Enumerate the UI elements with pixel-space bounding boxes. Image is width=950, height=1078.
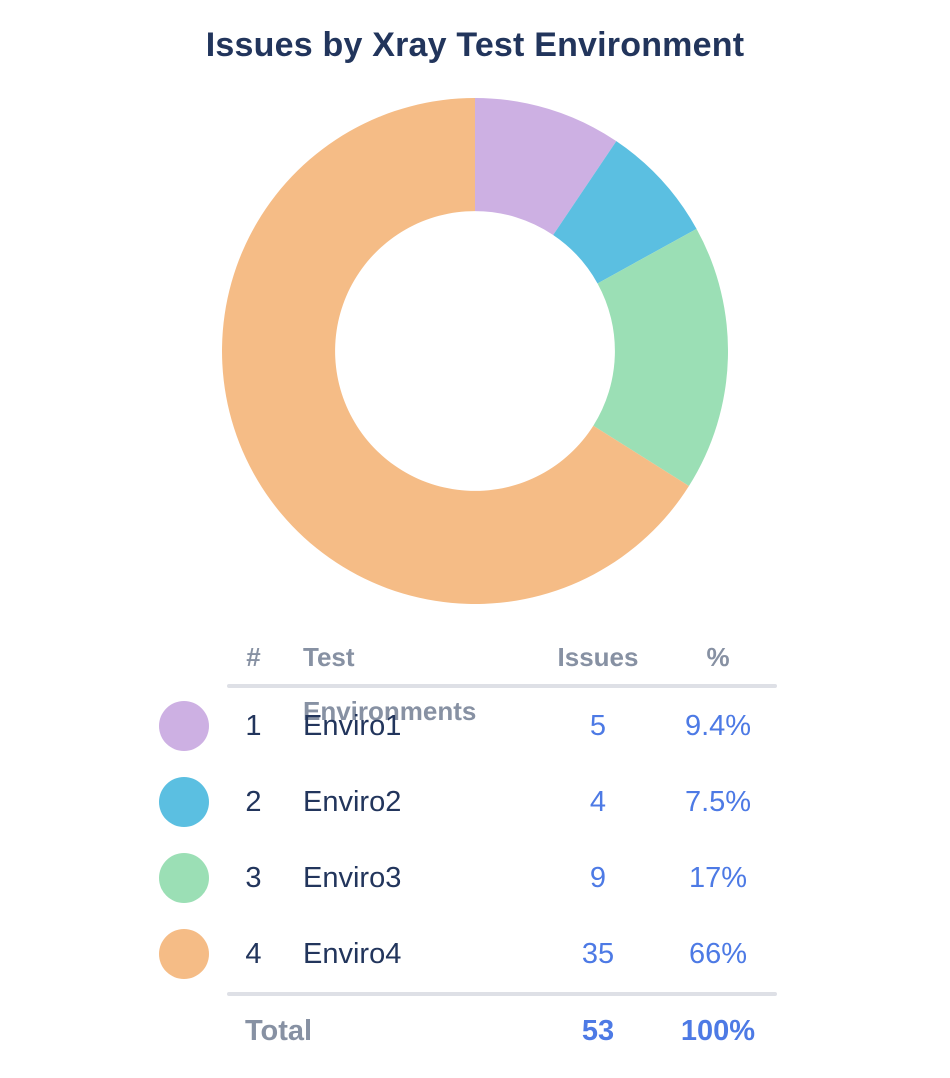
header-percent: % [706, 642, 730, 672]
legend-swatch-icon [159, 777, 209, 827]
total-label: Total [245, 1015, 313, 1047]
table-header-row: # Test Environments Issues % [150, 630, 780, 726]
total-percent-value: 100% [680, 1015, 756, 1047]
table-row: 2 Enviro2 4 7.5% [150, 764, 780, 840]
row-percent-value: 66% [688, 938, 748, 970]
legend-swatch-icon [159, 701, 209, 751]
row-issues-value: 4 [589, 786, 607, 818]
total-row: Total 53 100% [150, 996, 780, 1066]
row-issues-value: 9 [589, 862, 607, 894]
donut-segment-enviro2 [553, 141, 697, 284]
row-number: 3 [245, 862, 262, 894]
table-body: 1 Enviro1 5 9.4% 2 Enviro2 4 7.5% 3 Envi… [150, 688, 780, 992]
legend-table: # Test Environments Issues % 1 Enviro1 5… [150, 630, 780, 1066]
row-number: 1 [245, 710, 262, 742]
row-environment: Enviro4 [303, 938, 402, 970]
row-environment: Enviro1 [303, 710, 402, 742]
row-issues-value: 5 [589, 710, 607, 742]
table-row: 3 Enviro3 9 17% [150, 840, 780, 916]
legend-swatch-icon [159, 929, 209, 979]
header-issues: Issues [557, 642, 639, 672]
table-row: 4 Enviro4 35 66% [150, 916, 780, 992]
total-divider [227, 992, 777, 996]
header-number: # [246, 642, 261, 672]
donut-segment-enviro4 [222, 98, 689, 604]
row-issues-value: 35 [581, 938, 615, 970]
row-percent-value: 7.5% [684, 786, 752, 818]
donut-chart [222, 98, 728, 604]
legend-swatch-icon [159, 853, 209, 903]
header-test-environments: Test Environments [303, 642, 477, 726]
donut-segment-enviro1 [475, 98, 617, 235]
chart-title: Issues by Xray Test Environment [205, 26, 745, 64]
donut-segment-enviro3 [593, 228, 728, 487]
row-number: 2 [245, 786, 262, 818]
row-environment: Enviro2 [303, 786, 402, 818]
row-number: 4 [245, 938, 262, 970]
row-environment: Enviro3 [303, 862, 402, 894]
row-percent-value: 17% [688, 862, 748, 894]
total-issues-value: 53 [581, 1015, 615, 1047]
table-row: 1 Enviro1 5 9.4% [150, 688, 780, 764]
row-percent-value: 9.4% [684, 710, 752, 742]
header-divider [227, 684, 777, 688]
